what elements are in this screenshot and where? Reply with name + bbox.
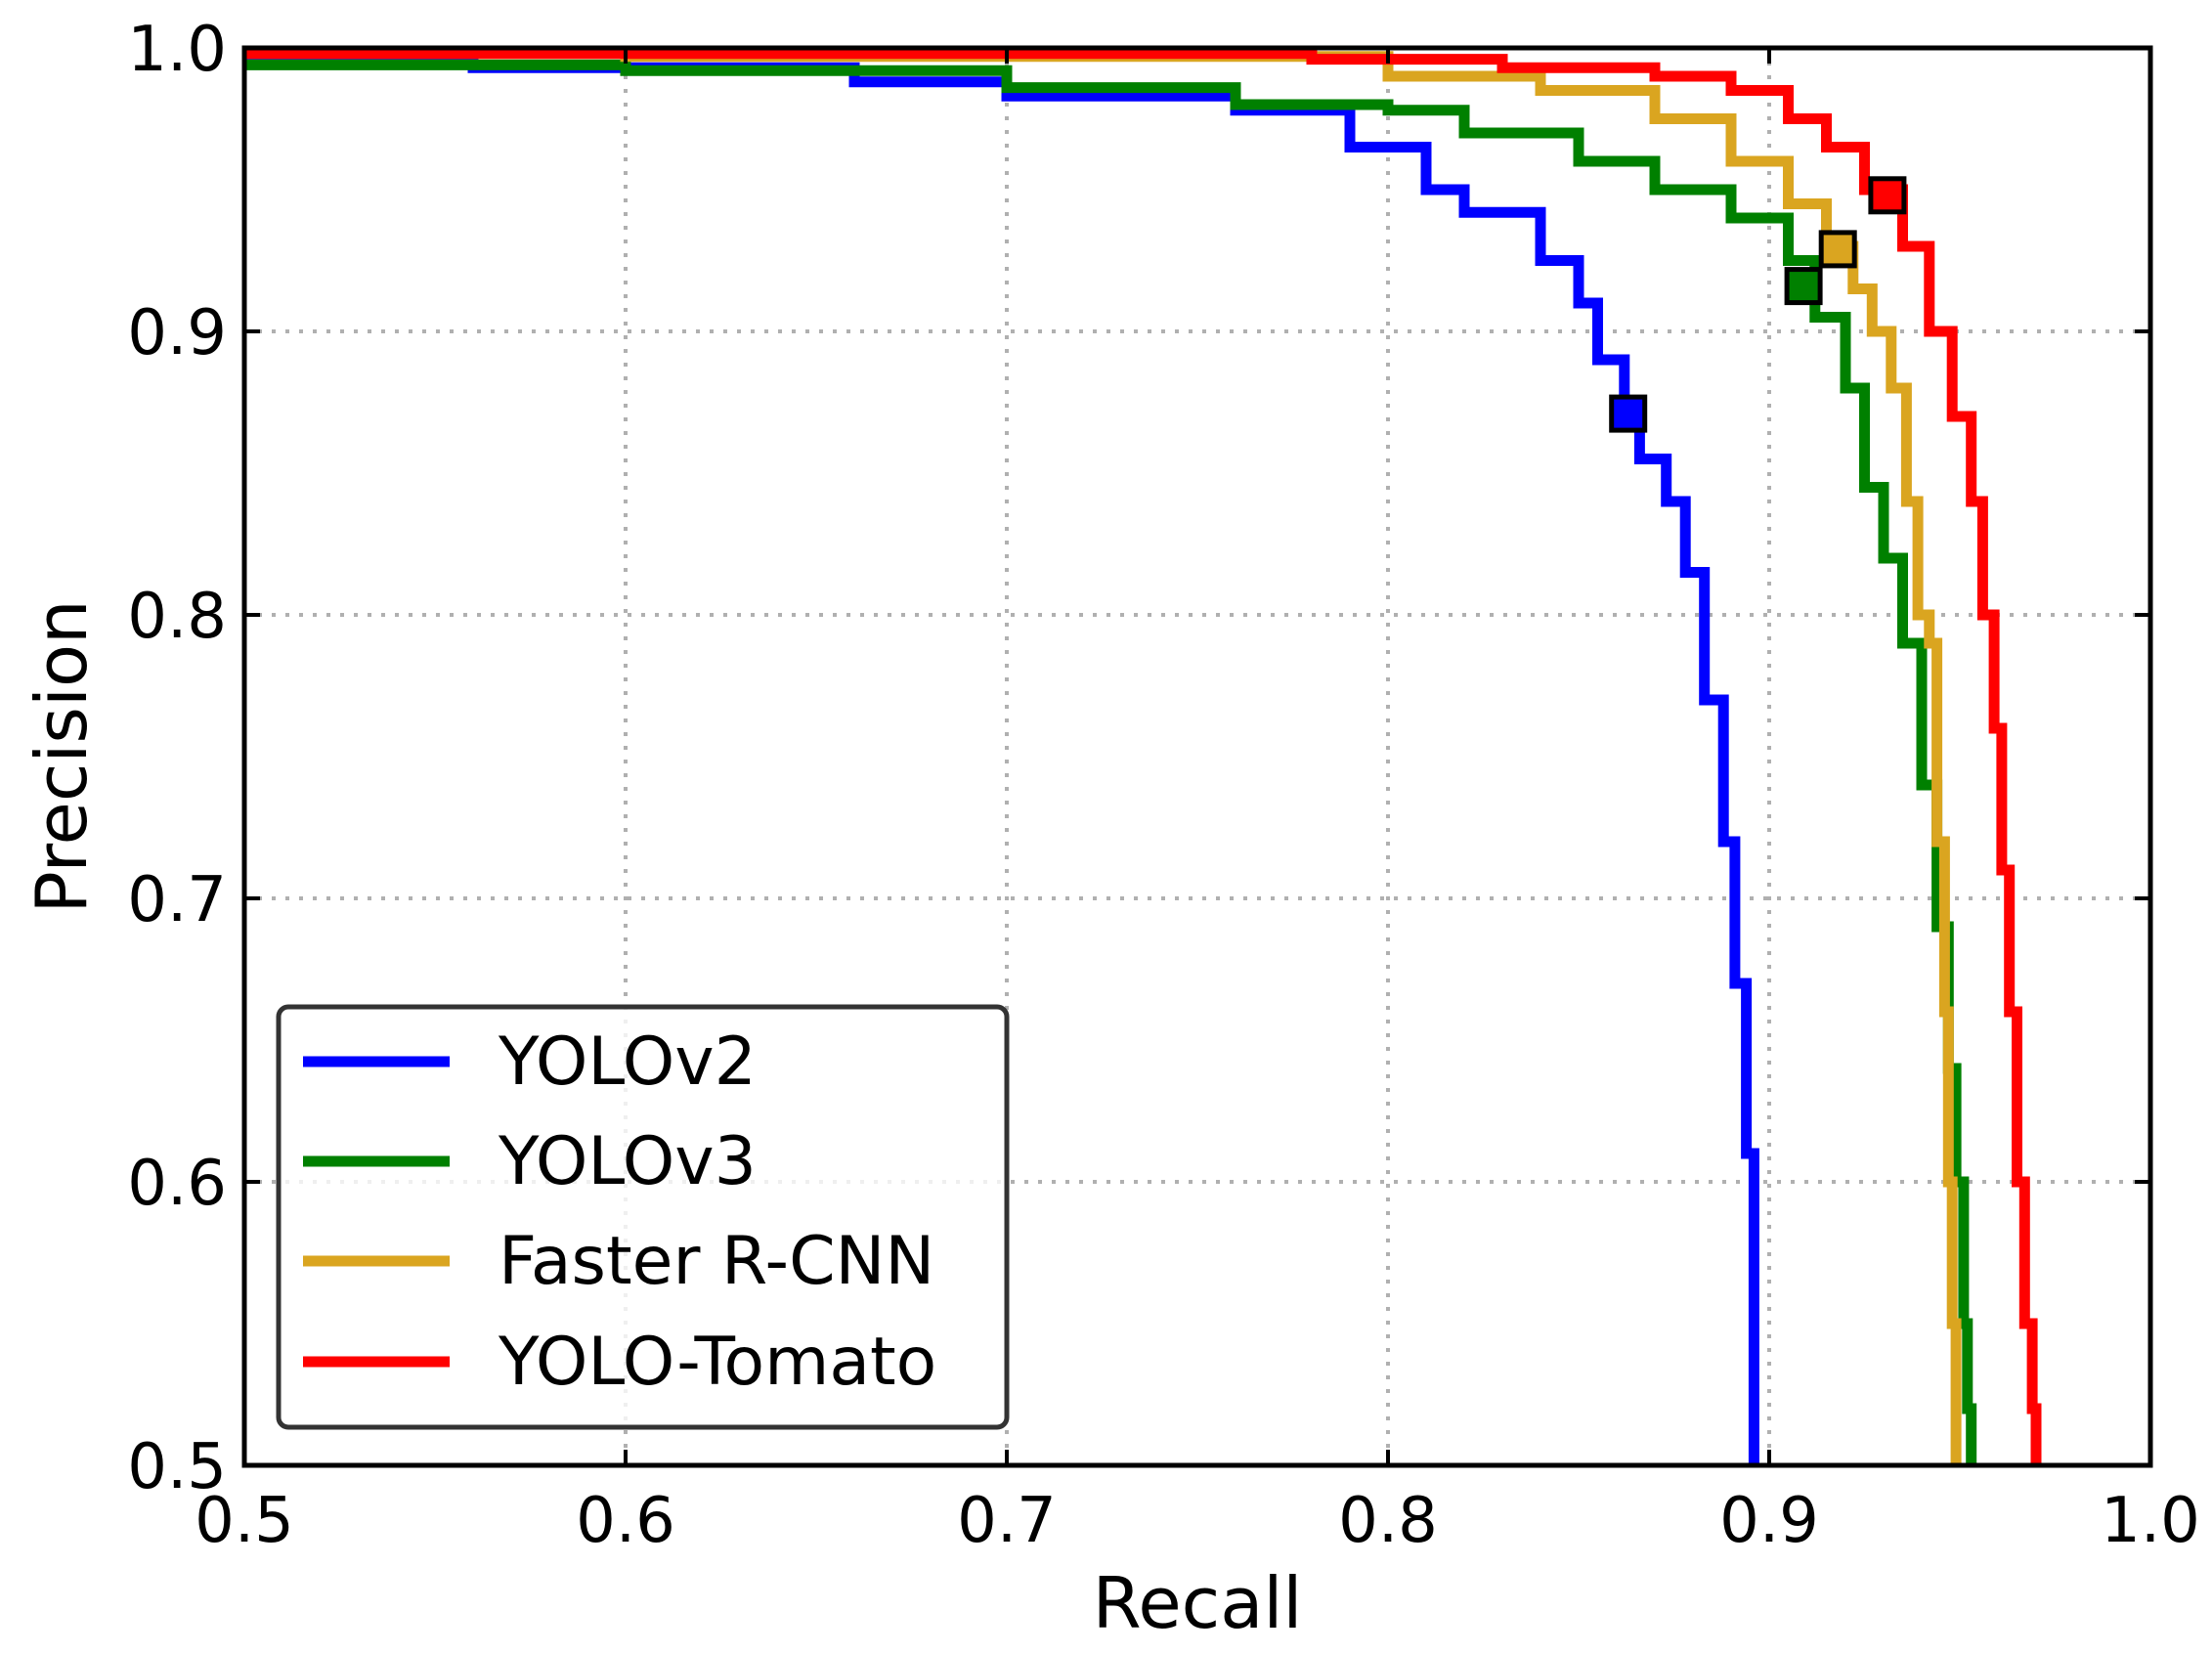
y-tick-label: 0.6 [127, 1148, 227, 1220]
operating-point-yolo-tomato [1868, 176, 1907, 215]
y-tick-label: 1.0 [127, 14, 227, 86]
legend-entry-yolo-tomato: YOLO-Tomato [303, 1324, 936, 1401]
legend-label-faster-rcnn: Faster R-CNN [499, 1223, 934, 1300]
legend-entry-yolov3: YOLOv3 [303, 1123, 757, 1200]
x-tick-label: 0.6 [576, 1485, 675, 1557]
y-tick-label: 0.9 [127, 297, 227, 370]
marker-layer [1609, 176, 1907, 433]
y-tick-label: 0.7 [127, 864, 227, 936]
operating-point-faster-r-cnn [1818, 230, 1857, 269]
x-tick-label: 0.9 [1719, 1485, 1819, 1557]
legend: YOLOv2 YOLOv3 Faster R-CNN YOLO-Tomato [276, 1004, 1010, 1430]
y-axis-title: Precision [21, 599, 103, 913]
x-tick-label: 0.8 [1338, 1485, 1438, 1557]
operating-point-yolov2 [1609, 394, 1648, 433]
x-tick-label: 0.5 [195, 1485, 294, 1557]
series-layer [244, 48, 2042, 1465]
y-tick-label: 0.8 [127, 581, 227, 653]
legend-box [276, 1004, 1010, 1430]
series-line-faster-r-cnn [244, 48, 1962, 1465]
series-line-yolov3 [244, 59, 1977, 1465]
operating-point-yolov3 [1784, 267, 1823, 306]
x-tick-label: 0.7 [957, 1485, 1057, 1557]
plot-frame [241, 45, 2153, 1468]
tick-layer: 0.5 0.6 0.7 0.8 0.9 1.0 0.5 0.6 0.7 0.8 0.9 1.0 [127, 14, 2200, 1557]
x-tick-label: 1.0 [2101, 1485, 2200, 1557]
legend-entry-yolov2: YOLOv2 [303, 1023, 757, 1101]
legend-label-yolov3: YOLOv3 [498, 1123, 757, 1200]
legend-entry-faster-rcnn: Faster R-CNN [303, 1223, 934, 1300]
legend-label-yolo-tomato: YOLO-Tomato [498, 1324, 936, 1401]
series-line-yolo-tomato [244, 48, 2042, 1465]
x-axis-title: Recall [1093, 1562, 1303, 1644]
y-tick-label: 0.5 [127, 1431, 227, 1503]
legend-label-yolov2: YOLOv2 [498, 1023, 757, 1101]
